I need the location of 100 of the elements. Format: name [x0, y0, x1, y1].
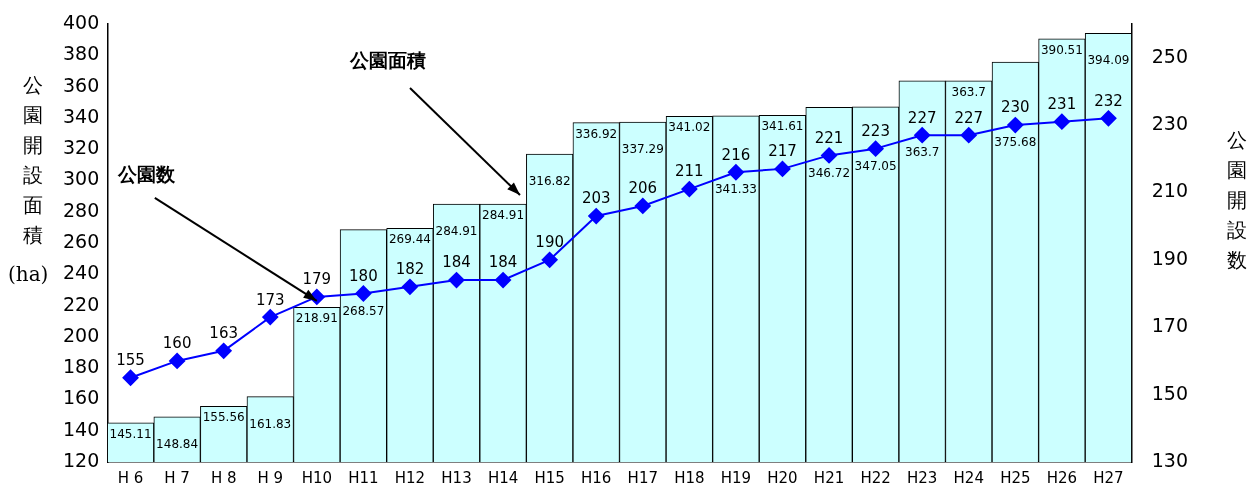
point: [821, 147, 838, 164]
point: [169, 352, 186, 369]
point: [1007, 117, 1024, 134]
y-tick-label: 320: [63, 136, 100, 159]
data-label: 363.7: [905, 145, 940, 160]
y2-tick-label: 150: [1151, 381, 1188, 404]
data-label: 160: [162, 334, 192, 353]
data-label: 227: [954, 108, 984, 127]
annotation: 公園面積: [349, 48, 426, 71]
y-tick-label: 280: [63, 198, 100, 221]
data-label: 337.29: [621, 142, 664, 157]
point: [1100, 110, 1117, 127]
data-label: 179: [302, 270, 332, 289]
x-tick-label: H10: [301, 468, 332, 487]
point: [495, 272, 512, 289]
data-label: 180: [349, 266, 378, 285]
data-label: 230: [1001, 98, 1030, 117]
data-label: 184: [442, 253, 471, 272]
y-tick-label: 160: [63, 386, 100, 409]
data-label: 284.91: [435, 224, 478, 239]
x-tick-label: H20: [767, 468, 798, 487]
data-label: 341.02: [668, 120, 711, 135]
x-tick-label: H11: [348, 468, 379, 487]
point: [1053, 113, 1070, 130]
data-label: 216: [721, 145, 751, 164]
point: [448, 272, 465, 289]
x-tick-label: H16: [581, 468, 612, 487]
data-label: 231: [1047, 95, 1077, 114]
data-label: 336.92: [575, 126, 618, 141]
y-tick-label: 220: [63, 292, 100, 315]
data-label: 148.84: [156, 437, 199, 452]
x-tick-label: H 6: [117, 468, 144, 487]
y-axis-title: 公園開設面積 (ha): [8, 72, 49, 286]
x-tick-label: H 8: [210, 468, 237, 487]
data-label: 155: [116, 351, 145, 370]
point: [401, 278, 418, 295]
data-label: 173: [255, 290, 285, 309]
data-label: 155.56: [202, 410, 245, 425]
data-label: 341.33: [714, 182, 757, 197]
x-tick-label: H14: [487, 468, 519, 487]
y-tick-label: 200: [63, 323, 100, 346]
x-tick-label: H22: [860, 468, 891, 487]
point: [262, 309, 279, 326]
y2-tick-label: 190: [1151, 246, 1188, 269]
y2-tick-label: 250: [1151, 44, 1188, 67]
y2-tick-label: 230: [1151, 112, 1188, 135]
y-tick-label: 400: [63, 10, 100, 33]
data-label: 211: [675, 162, 704, 181]
y-tick-label: 260: [63, 229, 100, 252]
y-tick-label: 120: [63, 448, 100, 471]
data-label: 284.91: [482, 208, 525, 223]
data-label: 316.82: [528, 174, 571, 189]
y2-axis-title: 公園開設数: [1226, 127, 1248, 274]
data-label: 363.7: [951, 84, 986, 99]
data-label: 227: [907, 108, 937, 127]
data-label: 347.05: [854, 158, 897, 173]
y2-tick-label: 130: [1151, 448, 1188, 471]
x-tick-label: H17: [627, 468, 658, 487]
x-tick-label: H19: [720, 468, 752, 487]
y-tick-label: 240: [63, 261, 100, 284]
point: [681, 181, 698, 198]
data-label: 268.57: [342, 303, 385, 318]
data-label: 346.72: [808, 165, 851, 180]
data-label: 161.83: [249, 416, 292, 431]
annotation: 公園数: [117, 162, 177, 185]
point: [588, 208, 605, 225]
x-tick-label: H24: [953, 468, 984, 487]
y-tick-label: 360: [63, 73, 100, 96]
x-tick-label: H12: [394, 468, 426, 487]
data-label: 375.68: [994, 135, 1037, 150]
data-label: 341.61: [761, 119, 804, 134]
data-label: 390.51: [1040, 42, 1083, 57]
point: [727, 164, 744, 181]
point: [914, 127, 931, 144]
y-tick-label: 300: [63, 167, 100, 190]
y2-tick-label: 170: [1151, 314, 1188, 337]
data-label: 232: [1094, 91, 1123, 110]
x-tick-label: H 7: [164, 468, 190, 487]
point: [960, 127, 977, 144]
x-tick-label: H21: [813, 468, 845, 487]
y-tick-label: 340: [63, 104, 100, 127]
x-tick-label: H26: [1046, 468, 1078, 487]
data-label: 190: [535, 233, 564, 252]
data-label: 269.44: [388, 232, 431, 247]
y-tick-label: 180: [63, 355, 100, 378]
point: [774, 160, 791, 177]
point: [634, 197, 651, 214]
data-label: 145.11: [109, 426, 152, 441]
y2-tick-label: 210: [1151, 179, 1188, 202]
data-label: 206: [628, 179, 658, 198]
x-tick-label: H23: [907, 468, 938, 487]
point: [867, 140, 884, 157]
x-tick-label: H25: [1000, 468, 1031, 487]
y-tick-label: 380: [63, 42, 100, 65]
x-tick-label: H18: [674, 468, 705, 487]
x-tick-label: H 9: [257, 468, 284, 487]
data-label: 218.91: [295, 311, 338, 326]
data-label: 184: [488, 253, 518, 272]
data-label: 182: [395, 260, 425, 279]
data-label: 223: [861, 122, 890, 141]
